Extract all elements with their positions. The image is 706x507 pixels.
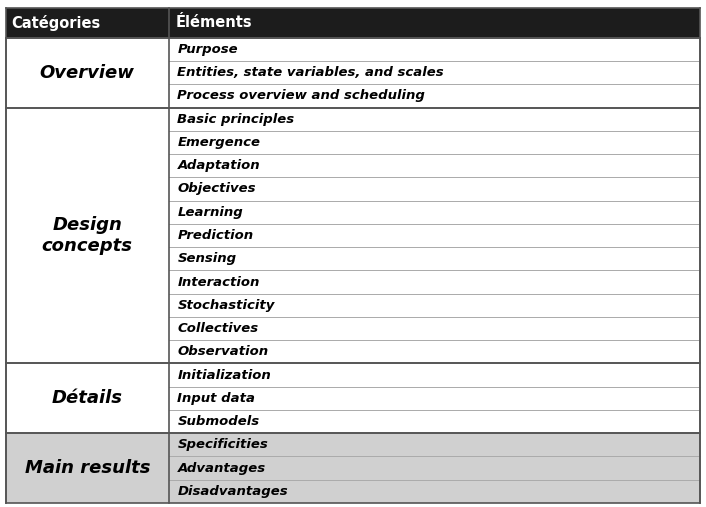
Text: Sensing: Sensing	[177, 252, 237, 265]
Bar	[169, 38, 700, 107]
Text: Advantages: Advantages	[177, 461, 265, 475]
Text: Specificities: Specificities	[177, 439, 268, 451]
Text: Emergence: Emergence	[177, 136, 261, 149]
Text: Catégories: Catégories	[11, 15, 100, 31]
Text: Overview: Overview	[40, 64, 135, 82]
Text: Collectives: Collectives	[177, 322, 258, 335]
Bar	[6, 107, 169, 364]
Text: Interaction: Interaction	[177, 275, 260, 288]
Text: Détails: Détails	[52, 389, 123, 407]
Text: Process overview and scheduling: Process overview and scheduling	[177, 89, 425, 102]
Bar	[6, 8, 700, 38]
Text: Disadvantages: Disadvantages	[177, 485, 288, 498]
Text: Éléments: Éléments	[176, 15, 253, 30]
Bar	[169, 433, 700, 503]
Text: Main results: Main results	[25, 459, 150, 477]
Text: Prediction: Prediction	[177, 229, 253, 242]
Text: Learning: Learning	[177, 206, 243, 219]
Text: Design
concepts: Design concepts	[42, 216, 133, 255]
Bar	[169, 107, 700, 364]
Text: Stochasticity: Stochasticity	[177, 299, 275, 312]
Bar	[169, 364, 700, 433]
Text: Initialization: Initialization	[177, 369, 271, 382]
Text: Entities, state variables, and scales: Entities, state variables, and scales	[177, 66, 444, 79]
Text: Objectives: Objectives	[177, 183, 256, 196]
Text: Adaptation: Adaptation	[177, 159, 260, 172]
Text: Observation: Observation	[177, 345, 268, 358]
Bar	[6, 364, 169, 433]
Bar	[6, 433, 169, 503]
Text: Submodels: Submodels	[177, 415, 260, 428]
Text: Purpose: Purpose	[177, 43, 238, 56]
Bar	[6, 38, 169, 107]
Text: Input data: Input data	[177, 392, 256, 405]
Text: Basic principles: Basic principles	[177, 113, 294, 126]
